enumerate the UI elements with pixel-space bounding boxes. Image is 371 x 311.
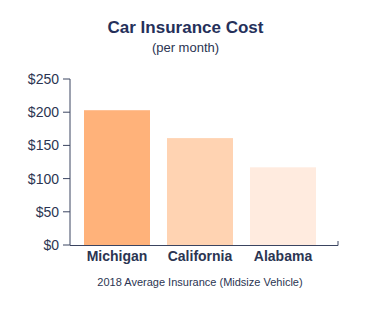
chart-container: Car Insurance Cost (per month) $0 $50 $100 $1…	[0, 0, 371, 311]
y-axis	[70, 79, 71, 245]
y-ticks: $0 $50 $100 $150 $200 $250	[28, 71, 70, 253]
bar	[250, 167, 316, 245]
chart-svg: Car Insurance Cost (per month) $0 $50 $100 $1…	[0, 0, 371, 311]
bar	[167, 138, 233, 245]
x-axis-end	[338, 241, 339, 246]
y-tick	[63, 211, 70, 212]
x-tick-label: Alabama	[254, 248, 313, 264]
y-tick-label: $50	[36, 204, 60, 220]
bar	[84, 110, 150, 245]
x-tick-label: Michigan	[87, 248, 148, 264]
y-tick	[63, 112, 70, 113]
x-tick-labels: Michigan California Alabama	[87, 248, 313, 264]
y-tick-label: $150	[28, 137, 59, 153]
title: Car Insurance Cost	[108, 18, 264, 37]
y-tick	[63, 245, 70, 246]
y-tick-label: $250	[28, 71, 59, 87]
x-tick-label: California	[168, 248, 233, 264]
bars	[84, 110, 316, 245]
y-tick-label: $0	[43, 237, 59, 253]
y-tick-label: $200	[28, 104, 59, 120]
y-tick	[63, 145, 70, 146]
y-tick	[63, 178, 70, 179]
y-tick-label: $100	[28, 171, 59, 187]
x-axis-label: 2018 Average Insurance (Midsize Vehicle)	[97, 276, 302, 288]
y-tick	[63, 79, 70, 80]
subtitle: (per month)	[152, 40, 219, 55]
x-axis	[70, 245, 338, 246]
